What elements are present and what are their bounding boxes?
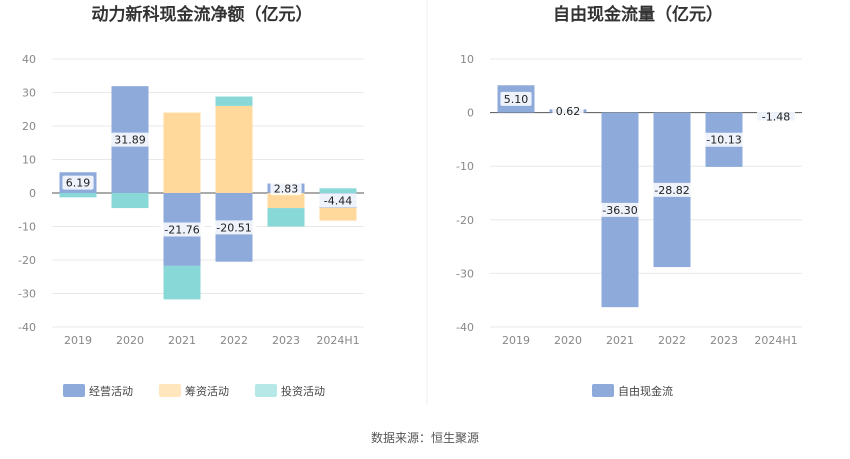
y-tick-label: -10 bbox=[18, 221, 36, 234]
bar-筹资活动-2021 bbox=[163, 112, 201, 193]
bar-投资活动-2021 bbox=[163, 265, 201, 300]
data-label-bg bbox=[270, 181, 302, 196]
data-label-bg bbox=[552, 103, 584, 118]
x-tick-label: 2024H1 bbox=[316, 334, 359, 347]
data-label-2024H1: -4.44 bbox=[324, 194, 352, 207]
right-legend: 自由现金流 bbox=[592, 384, 673, 398]
legend-swatch bbox=[159, 384, 181, 397]
x-tick-label: 2019 bbox=[502, 334, 530, 347]
y-tick-label: -20 bbox=[456, 214, 474, 227]
right-chart: 10 0 -10 -20 -30 -40 2019 2020 2021 2022 2023 2024H… bbox=[456, 53, 802, 347]
data-label-bg bbox=[62, 175, 94, 190]
x-tick-label: 2019 bbox=[64, 334, 92, 347]
x-tick-label: 2020 bbox=[554, 334, 582, 347]
x-tick-label: 2023 bbox=[710, 334, 738, 347]
legend-swatch bbox=[255, 384, 277, 397]
bar-筹资活动-2024H1 bbox=[319, 207, 357, 221]
data-label-2022: -28.82 bbox=[654, 184, 689, 197]
data-label-bg bbox=[211, 220, 257, 235]
data-label-2021: -21.76 bbox=[164, 223, 199, 236]
y-tick-label: 0 bbox=[29, 187, 36, 200]
legend-item-自由现金流: 自由现金流 bbox=[618, 384, 673, 398]
y-tick-label: 0 bbox=[467, 107, 474, 120]
x-tick-label: 2020 bbox=[116, 334, 144, 347]
data-label-2024H1: -1.48 bbox=[762, 111, 790, 124]
data-label-2021: -36.30 bbox=[602, 204, 637, 217]
data-label-bg bbox=[500, 91, 532, 106]
left-chart: 40 30 20 10 0 -10 -20 -30 -40 2019 2020 2021 2022 202… bbox=[18, 53, 364, 347]
data-label-2023: 2.83 bbox=[274, 182, 299, 195]
x-tick-label: 2022 bbox=[658, 334, 686, 347]
bar-投资活动-2022 bbox=[215, 96, 253, 106]
right-chart-title: 自由现金流量（亿元） bbox=[553, 4, 723, 25]
data-label-2019: 5.10 bbox=[504, 93, 529, 106]
left-chart-title: 动力新科现金流净额（亿元） bbox=[92, 4, 313, 25]
y-tick-label: 40 bbox=[22, 53, 36, 66]
data-label-bg bbox=[319, 193, 357, 208]
legend-item-筹资活动: 筹资活动 bbox=[185, 384, 229, 398]
data-label-bg bbox=[111, 132, 149, 147]
data-label-2023: -10.13 bbox=[706, 134, 741, 147]
y-tick-label: -40 bbox=[456, 321, 474, 334]
y-tick-label: 10 bbox=[22, 154, 36, 167]
data-label-2022: -20.51 bbox=[216, 221, 251, 234]
legend-swatch bbox=[63, 384, 85, 397]
data-label-2020: 0.62 bbox=[556, 105, 581, 118]
data-source-note: 数据来源：恒生聚源 bbox=[371, 430, 479, 445]
data-label-bg bbox=[597, 202, 643, 217]
legend-swatch bbox=[592, 384, 614, 397]
x-tick-label: 2022 bbox=[220, 334, 248, 347]
y-tick-label: -10 bbox=[456, 160, 474, 173]
bar-投资活动-2019 bbox=[59, 193, 97, 198]
data-label-2019: 6.19 bbox=[66, 177, 91, 190]
y-tick-label: 30 bbox=[22, 87, 36, 100]
data-label-bg bbox=[649, 182, 695, 197]
bar-筹资活动-2022 bbox=[215, 105, 253, 193]
y-tick-label: -40 bbox=[18, 321, 36, 334]
bar-投资活动-2024H1 bbox=[319, 188, 357, 193]
left-legend: 经营活动 筹资活动 投资活动 bbox=[63, 384, 325, 398]
x-tick-label: 2021 bbox=[606, 334, 634, 347]
bar-筹资活动-2023 bbox=[267, 193, 305, 209]
legend-item-投资活动: 投资活动 bbox=[281, 384, 325, 398]
y-tick-label: 10 bbox=[460, 53, 474, 66]
data-label-bg bbox=[159, 222, 205, 237]
data-label-bg bbox=[701, 132, 747, 147]
y-tick-label: -30 bbox=[18, 288, 36, 301]
x-tick-label: 2024H1 bbox=[754, 334, 797, 347]
bar-投资活动-2023 bbox=[267, 208, 305, 227]
data-label-2020: 31.89 bbox=[114, 134, 146, 147]
bar-投资活动-2020 bbox=[111, 193, 149, 209]
x-tick-label: 2023 bbox=[272, 334, 300, 347]
y-tick-label: -20 bbox=[18, 254, 36, 267]
x-tick-label: 2021 bbox=[168, 334, 196, 347]
legend-item-经营活动: 经营活动 bbox=[89, 384, 133, 398]
data-label-bg bbox=[757, 109, 795, 124]
y-tick-label: 20 bbox=[22, 120, 36, 133]
y-tick-label: -30 bbox=[456, 267, 474, 280]
